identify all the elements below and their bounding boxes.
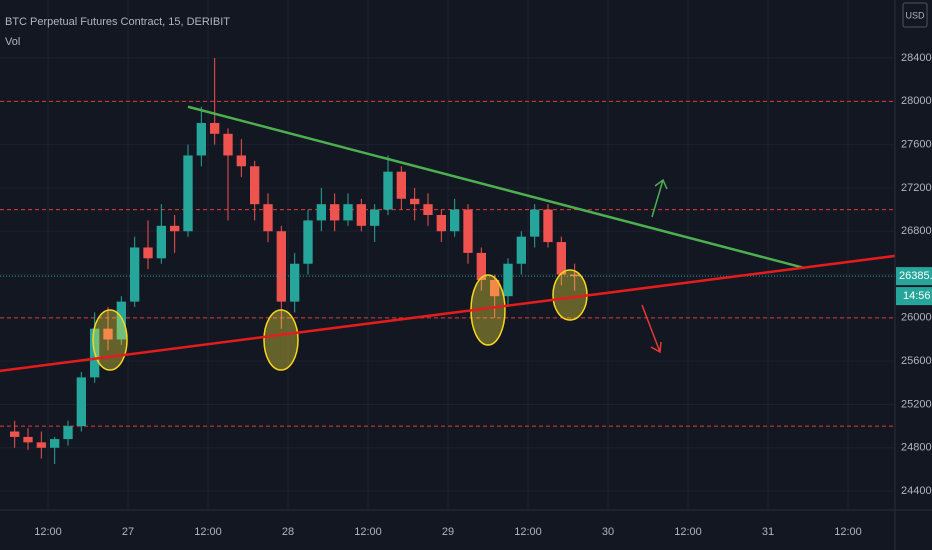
- grid: [0, 0, 895, 510]
- x-tick-label: 28: [282, 526, 294, 538]
- candle-body: [63, 426, 73, 440]
- candle-body: [10, 431, 20, 437]
- candle-body: [530, 209, 540, 237]
- drawings: [0, 105, 895, 373]
- candle-body: [263, 204, 273, 232]
- y-tick-label: 27600.0: [901, 139, 932, 151]
- currency: USD: [905, 10, 925, 20]
- candle-body: [23, 436, 33, 443]
- candle-body: [490, 279, 500, 297]
- candle-body: [436, 214, 446, 232]
- candle-body: [543, 209, 553, 243]
- candle-body: [223, 133, 233, 156]
- y-tick-label: 28400.0: [901, 52, 932, 64]
- candle-body: [410, 198, 420, 205]
- trendline: [0, 254, 895, 373]
- x-tick-label: 31: [762, 526, 774, 538]
- candle-body: [290, 263, 300, 302]
- candle-body: [556, 242, 566, 275]
- y-tick-label: 27200.0: [901, 182, 932, 194]
- candle-body: [116, 301, 126, 340]
- y-tick-label: 26800.0: [901, 225, 932, 237]
- candle-body: [370, 209, 380, 226]
- x-tick-label: 29: [442, 526, 454, 538]
- y-tick-label: 24800.0: [901, 442, 932, 454]
- candle-body: [210, 122, 220, 134]
- last-price-label: 26385.5: [899, 270, 932, 282]
- candle-body: [503, 263, 513, 297]
- currency-box[interactable]: [902, 2, 928, 28]
- volume-label: Vol: [5, 36, 20, 48]
- trendline: [187, 105, 805, 270]
- candle-body: [36, 442, 46, 448]
- x-tick-label: 12:00: [354, 526, 382, 538]
- x-tick-label: 12:00: [34, 526, 62, 538]
- y-tick-label: 26000.0: [901, 312, 932, 324]
- last-price-box: [896, 267, 932, 286]
- candle-body: [170, 225, 180, 232]
- candle-body: [516, 236, 526, 264]
- x-tick-label: 12:00: [834, 526, 862, 538]
- countdown-box: [896, 287, 932, 306]
- candle-body: [383, 171, 393, 210]
- highlight-ellipse: [92, 309, 128, 371]
- candle-body: [143, 247, 153, 259]
- candle-body: [50, 439, 60, 448]
- x-tick-label: 12:00: [674, 526, 702, 538]
- candle-body: [356, 204, 366, 226]
- candle-body: [476, 252, 486, 280]
- y-tick-label: 24400.0: [901, 485, 932, 497]
- candle-body: [156, 225, 166, 259]
- up-arrow: [651, 178, 668, 218]
- candle-body: [330, 204, 340, 221]
- x-tick-label: 12:00: [194, 526, 222, 538]
- y-tick-label: 25600.0: [901, 355, 932, 367]
- candle-body: [276, 231, 286, 302]
- candle-body: [463, 209, 473, 253]
- candle-body: [250, 166, 260, 205]
- x-tick-label: 30: [602, 526, 614, 538]
- chart-title: BTC Perpetual Futures Contract, 15, DERI…: [5, 16, 230, 28]
- y-tick-label: 25200.0: [901, 398, 932, 410]
- candle-body: [570, 274, 580, 277]
- candle-body: [103, 328, 113, 340]
- candle-body: [316, 204, 326, 221]
- axes: 24400.024800.025200.025600.026000.026400…: [34, 52, 932, 538]
- candle-body: [396, 171, 406, 199]
- x-tick-label: 12:00: [514, 526, 542, 538]
- candle-body: [130, 247, 140, 302]
- down-arrow: [641, 304, 662, 354]
- plot-area: [0, 58, 895, 464]
- candle-body: [236, 155, 246, 167]
- candle-body: [450, 209, 460, 232]
- x-tick-label: 27: [122, 526, 134, 538]
- highlight-ellipse: [263, 309, 299, 371]
- candle-body: [303, 220, 313, 264]
- candle-body: [196, 122, 206, 156]
- countdown-label: 14:56: [903, 290, 931, 302]
- y-tick-label: 28000.0: [901, 95, 932, 107]
- candle-body: [183, 155, 193, 232]
- candle-body: [76, 377, 86, 427]
- candle-body: [343, 204, 353, 221]
- candle-body: [423, 204, 433, 215]
